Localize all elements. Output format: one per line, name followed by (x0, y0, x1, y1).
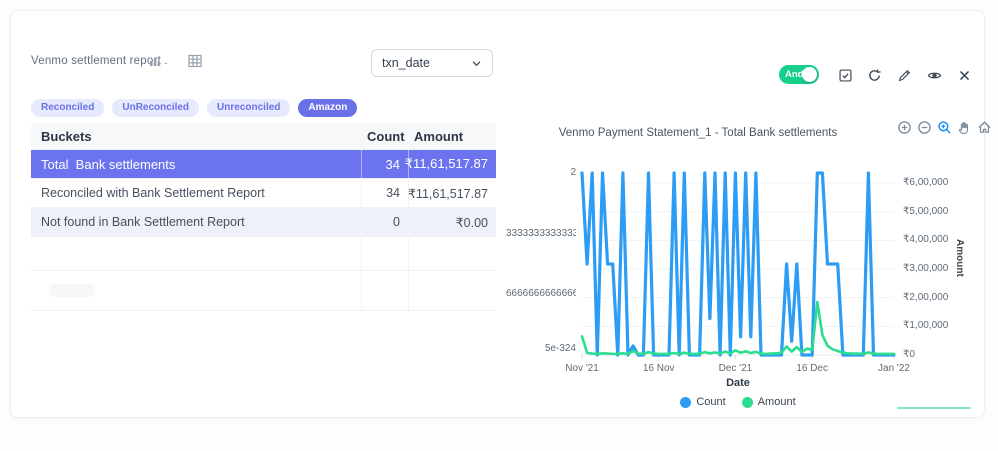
y-axis-right-tick: ₹1,00,000 (903, 320, 949, 332)
series-line-count (580, 171, 896, 357)
x-axis-tick: 16 Nov (642, 363, 675, 374)
edit-icon[interactable] (897, 68, 912, 83)
chevron-down-icon (472, 60, 481, 66)
chip-unreconciled-2[interactable]: Unreconciled (207, 99, 291, 117)
y-axis-left-tick: 2 (570, 167, 576, 178)
refresh-icon[interactable] (867, 68, 882, 83)
amount-cell: ₹0.00 (408, 208, 496, 236)
y-axis-right-tick: ₹2,00,000 (903, 291, 949, 303)
table-row-empty[interactable] (31, 271, 496, 311)
filter-chips: Reconciled UnReconciled Unreconciled Ama… (31, 99, 358, 117)
amount-cell: ₹11,61,517.87 (408, 179, 496, 207)
date-field-dropdown[interactable]: txn_date (371, 49, 493, 77)
x-axis-title: Date (726, 377, 750, 389)
chart-plot[interactable] (577, 166, 899, 362)
pan-icon[interactable] (957, 120, 972, 135)
x-axis-tick: Nov '21 (565, 363, 599, 374)
amount-cell: ₹11,61,517.87 (405, 150, 496, 178)
bucket-cell (31, 237, 361, 270)
chart-title: Venmo Payment Statement_1 - Total Bank s… (558, 127, 838, 139)
teal-accent-line (897, 407, 971, 409)
count-cell: 0 (361, 208, 408, 236)
table-row[interactable]: Total Bank settlements 34 ₹11,61,517.87 (31, 150, 496, 179)
chart-legend: Count Amount (578, 396, 898, 408)
legend-label: Count (696, 396, 726, 408)
legend-label: Amount (757, 396, 796, 408)
x-axis-tick: Dec '21 (718, 363, 753, 374)
series-line-amount (580, 300, 896, 356)
eye-icon[interactable] (927, 68, 942, 83)
table-icon[interactable] (187, 53, 203, 69)
count-cell (361, 237, 408, 270)
count-cell: 34 (361, 179, 408, 207)
report-card: Venmo settlement report . txn_date Recon… (10, 10, 991, 418)
y-axis-left-tick: 5e-324 (544, 343, 576, 354)
count-cell (361, 271, 408, 310)
legend-item-amount[interactable]: Amount (741, 396, 796, 408)
and-or-toggle[interactable]: And (779, 65, 819, 84)
y-axis-right-tick: ₹0 (903, 349, 915, 360)
report-title: Venmo settlement report . (31, 55, 168, 67)
legend-dot (741, 396, 753, 408)
bar-chart-icon[interactable] (147, 53, 163, 69)
bucket-cell (31, 271, 361, 310)
home-icon[interactable] (977, 120, 992, 135)
ghost-placeholder (49, 284, 95, 297)
chip-unreconciled-1[interactable]: UnReconciled (112, 99, 200, 117)
zoom-in-icon[interactable] (897, 120, 912, 135)
x-axis-tick: 16 Dec (796, 363, 828, 374)
table-row[interactable]: Reconciled with Bank Settlement Report 3… (31, 179, 496, 208)
dropdown-value: txn_date (382, 56, 430, 70)
bucket-cell: Not found in Bank Settlement Report (41, 215, 245, 229)
table-row[interactable]: Not found in Bank Settlement Report 0 ₹0… (31, 208, 496, 237)
amount-cell (408, 271, 496, 310)
amount-cell (408, 237, 496, 270)
table-header-row: Buckets Count Amount (31, 123, 496, 150)
bucket-cell: Reconciled with Bank Settlement Report (41, 186, 265, 200)
chart-toolbar (897, 120, 998, 135)
selection-zoom-icon[interactable] (937, 120, 952, 135)
legend-item-count[interactable]: Count (680, 396, 726, 408)
col-header-count[interactable]: Count (367, 128, 405, 144)
legend-dot (680, 396, 692, 408)
toggle-knob (802, 67, 817, 82)
buckets-table: Buckets Count Amount Total Bank settleme… (31, 123, 496, 311)
count-cell: 34 (361, 150, 408, 178)
y-axis-right-tick: ₹6,00,000 (903, 177, 949, 188)
zoom-out-icon[interactable] (917, 120, 932, 135)
checkbox-icon[interactable] (838, 68, 853, 83)
toggle-label: And (785, 69, 804, 80)
y-axis-left-tick: 6666666666666 (506, 288, 576, 300)
x-axis-tick: Jan '22 (878, 363, 910, 374)
y-axis-right-tick: ₹5,00,000 (903, 205, 949, 217)
chip-amazon[interactable]: Amazon (298, 99, 358, 117)
y-axis-title: Amount (954, 239, 965, 277)
y-axis-right-tick: ₹4,00,000 (903, 234, 949, 246)
y-axis-left-tick: 3333333333333 (506, 227, 576, 239)
chip-reconciled[interactable]: Reconciled (31, 99, 105, 117)
close-icon[interactable] (957, 68, 972, 83)
table-row-empty[interactable] (31, 237, 496, 271)
bucket-cell: Total Bank settlements (41, 156, 176, 172)
col-header-buckets[interactable]: Buckets (41, 128, 92, 144)
y-axis-right-tick: ₹3,00,000 (903, 263, 949, 274)
col-header-amount[interactable]: Amount (414, 128, 464, 144)
